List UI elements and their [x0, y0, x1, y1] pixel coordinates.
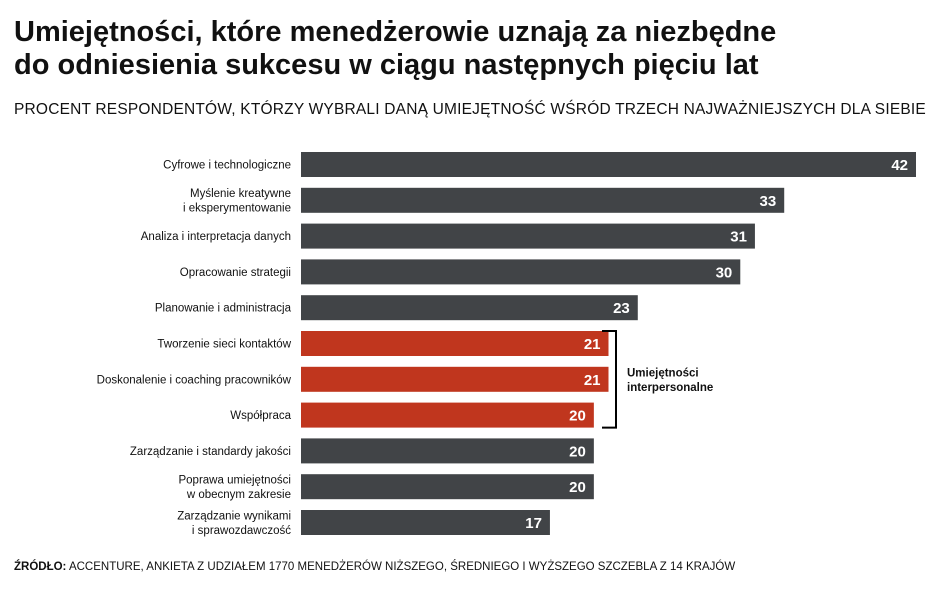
bar-4	[301, 259, 741, 285]
bar-value-9: 20	[569, 443, 586, 460]
bar-value-2: 33	[760, 193, 777, 210]
bar-value-7: 21	[584, 372, 601, 389]
bar-value-5: 23	[613, 300, 630, 317]
category-label-1: Cyfrowe i technologiczne	[163, 160, 291, 172]
bar-6	[301, 331, 609, 356]
chart-title-line-1: Umiejętności, które menedżerowie uznają …	[14, 16, 777, 48]
bar-2	[301, 187, 785, 213]
chart-subtitle: PROCENT RESPONDENTÓW, KTÓRZY WYBRALI DAN…	[14, 101, 926, 118]
bar-8	[301, 402, 594, 428]
source-label: ŹRÓDŁO:	[14, 561, 67, 573]
category-label-9: Zarządzanie i standardy jakości	[130, 446, 291, 458]
bar-5	[301, 295, 638, 321]
bar-value-10: 20	[569, 479, 586, 496]
interpersonal-annotation: Umiejętności interpersonalne	[627, 367, 713, 394]
bar-value-6: 21	[584, 336, 601, 353]
bar-value-3: 31	[730, 229, 747, 246]
category-label-3: Analiza i interpretacja danych	[141, 231, 291, 243]
bar-10	[301, 474, 594, 500]
category-label-2: Myślenie kreatywne i eksperymentowanie	[183, 188, 291, 215]
category-label-7: Doskonalenie i coaching pracowników	[97, 374, 292, 386]
bar-chart: 42 Cyfrowe i technologiczne 33 Myślenie kre…	[97, 152, 916, 537]
bar-7	[301, 366, 609, 392]
chart-title-line-2: do odniesienia sukcesu w ciągu następnyc…	[14, 49, 759, 81]
bar-1	[301, 152, 916, 177]
source-text: ACCENTURE, ANKIETA Z UDZIAŁEM 1770 MENED…	[66, 561, 736, 573]
bar-value-4: 30	[716, 264, 733, 281]
category-label-6: Tworzenie sieci kontaktów	[157, 339, 291, 351]
interpersonal-bracket	[602, 330, 617, 429]
bar-value-1: 42	[891, 157, 908, 174]
source-note: ŹRÓDŁO: ACCENTURE, ANKIETA Z UDZIAŁEM 17…	[14, 561, 735, 573]
category-label-4: Opracowanie strategii	[180, 267, 291, 279]
chart-title: Umiejętności, które menedżerowie uznają …	[14, 16, 934, 82]
bar-value-8: 20	[569, 408, 586, 425]
category-label-11: Zarządzanie wynikami i sprawozdawczość	[177, 510, 291, 537]
category-label-5: Planowanie i administracja	[155, 303, 292, 315]
category-label-10: Poprawa umiejętności w obecnym zakresie	[178, 474, 291, 501]
bar-9	[301, 438, 594, 464]
category-label-8: Współpraca	[230, 410, 291, 422]
bar-value-11: 17	[525, 515, 542, 532]
bar-3	[301, 223, 755, 249]
bar-11	[301, 510, 550, 535]
